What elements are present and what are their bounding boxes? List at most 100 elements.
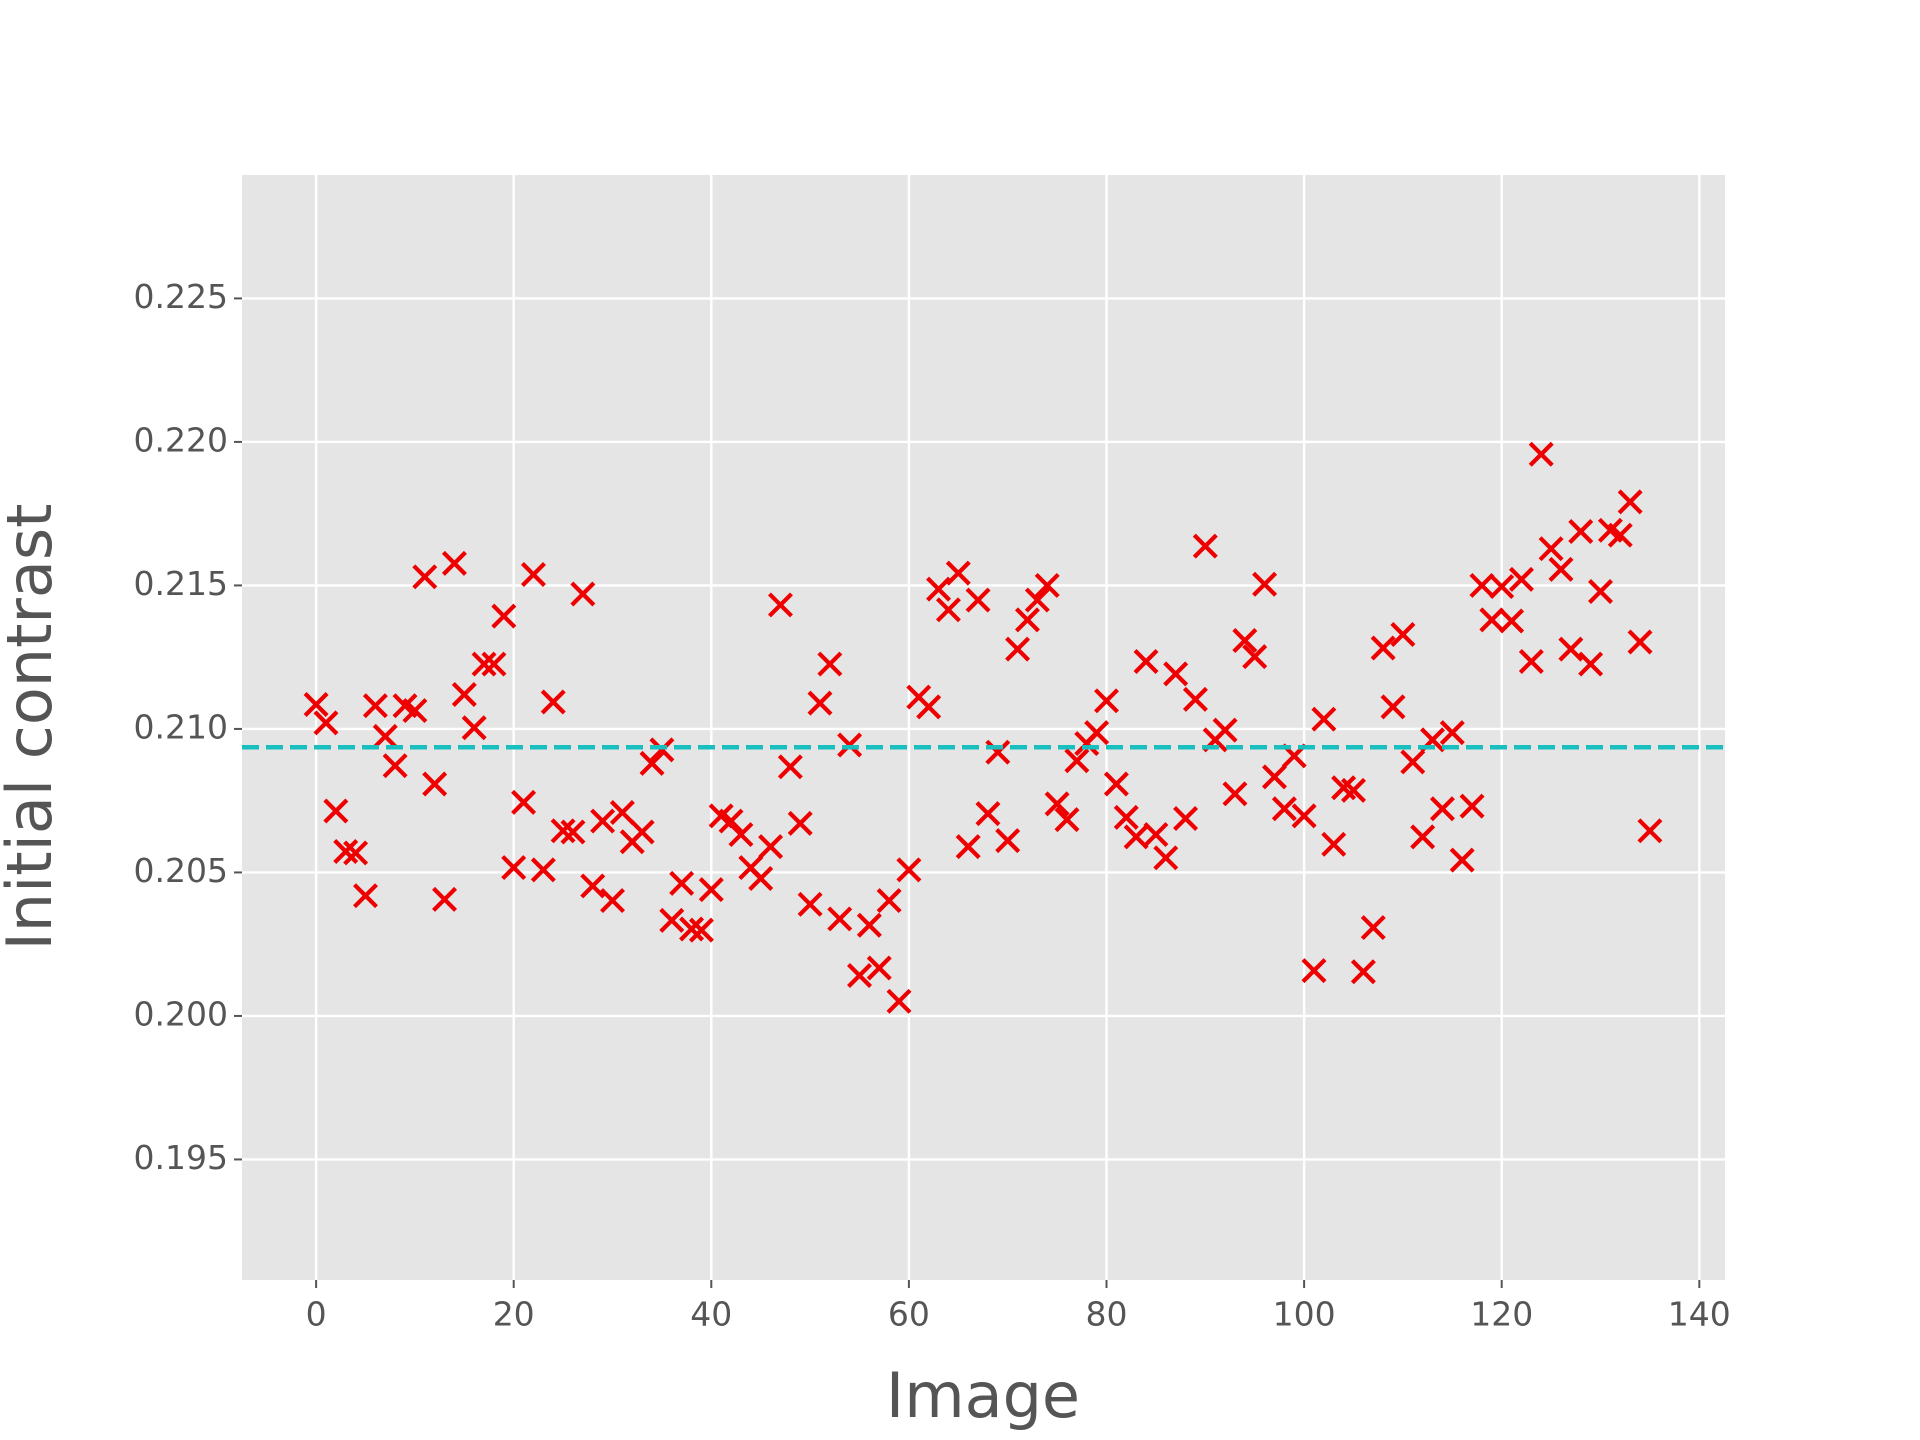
marker [333,839,359,864]
x-tick-label: 60 [888,1295,930,1334]
marker [451,682,477,707]
y-tick-label: 0.220 [134,420,228,459]
x-tick-label: 120 [1470,1295,1533,1334]
y-tick-label: 0.215 [134,564,228,603]
marker [975,801,1001,827]
marker [945,560,971,586]
marker [1380,694,1406,720]
marker [402,698,428,724]
marker [659,907,685,933]
marker [1489,574,1515,600]
marker [461,715,487,741]
marker [1548,556,1574,582]
marker [1390,622,1416,647]
marker [481,651,507,677]
marker [1054,807,1080,833]
marker [1627,629,1653,655]
marker [649,737,675,763]
x-tick-label: 100 [1273,1295,1336,1334]
marker [1014,607,1040,633]
marker [1311,706,1337,732]
marker [1232,628,1258,654]
x-axis-label: Image [886,1359,1080,1432]
marker [1024,587,1050,613]
x-tick-label: 40 [690,1295,732,1334]
marker [570,581,596,607]
marker [1222,781,1248,807]
marker [847,962,872,988]
marker [955,834,981,860]
marker [1370,635,1396,661]
marker [1291,803,1317,829]
marker [965,587,991,613]
marker [1518,649,1544,674]
marker [1123,824,1149,850]
marker [1252,571,1278,597]
marker [343,840,369,866]
marker [501,855,527,881]
marker [886,988,912,1014]
marker [1301,958,1327,984]
marker [1429,796,1455,822]
marker [491,603,517,629]
y-axis-label: Initial contrast [0,504,66,951]
marker [837,732,863,758]
marker [353,883,378,909]
y-tick-label: 0.200 [134,994,228,1033]
x-tick-label: 140 [1668,1295,1731,1334]
x-tick-label: 0 [306,1295,327,1334]
marker [797,891,823,917]
marker [1360,915,1386,941]
marker [1242,644,1268,670]
marker [995,828,1021,854]
marker [817,651,843,677]
marker [1578,651,1604,677]
y-tick-label: 0.205 [134,851,228,890]
marker [1479,607,1505,633]
marker [1113,804,1139,830]
x-tick-label: 20 [493,1295,535,1334]
marker [1499,608,1525,634]
marker [1133,649,1159,674]
marker [639,750,665,776]
marker [748,865,774,891]
marker [1261,764,1287,790]
marker [896,857,922,883]
marker [777,754,803,780]
plot-area [242,175,1725,1280]
marker [1508,566,1534,592]
x-tick-label: 80 [1086,1295,1128,1334]
marker [935,597,961,623]
marker [530,857,556,883]
marker [1588,578,1613,604]
marker [1439,720,1465,746]
marker [550,818,576,844]
marker [540,689,566,715]
marker [580,873,606,899]
marker [985,739,1011,765]
marker [303,692,329,718]
marker [767,592,793,618]
marker [1568,518,1594,544]
marker [1449,847,1475,873]
marker [1212,717,1238,743]
marker [1607,522,1633,548]
marker [688,917,714,943]
marker [866,955,892,981]
marker [1103,771,1129,797]
marker [1538,536,1564,562]
marker [372,723,398,749]
marker [1163,661,1189,687]
y-tick-label: 0.195 [134,1138,228,1177]
marker [422,771,448,797]
marker [1350,959,1376,985]
marker [856,912,882,938]
y-tick-label: 0.210 [134,707,228,746]
marker [1153,845,1179,871]
marker [698,877,724,903]
marker [560,819,586,845]
marker [600,888,625,914]
marker [1459,793,1485,819]
marker [876,888,902,914]
